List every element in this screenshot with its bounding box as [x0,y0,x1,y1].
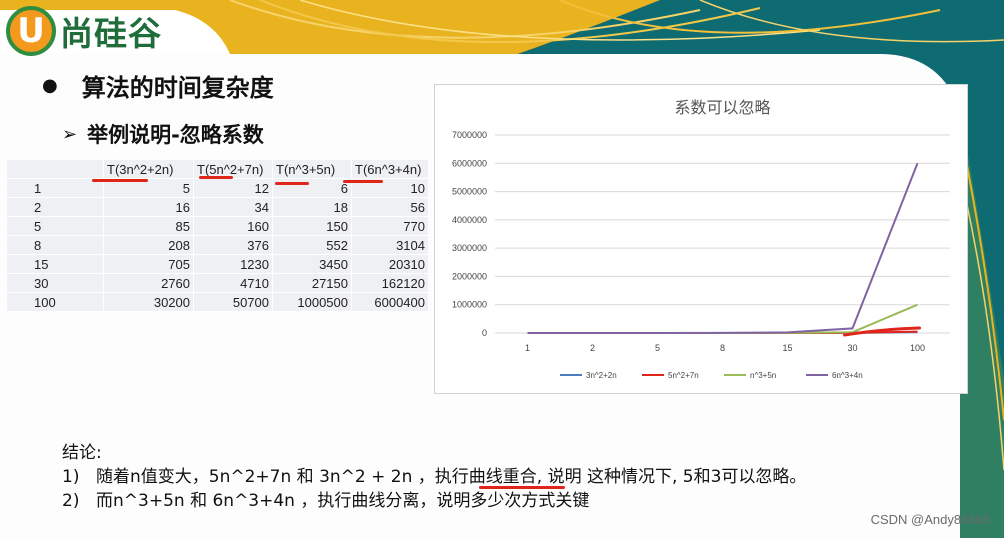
conclusion-item: 2) 而n^3+5n 和 6n^3+4n ，执行曲线分离，说明多少次方式关键 [62,489,806,513]
red-underline-mark [92,179,148,182]
table-cell: 705 [103,254,194,274]
table-cell: 5 [103,178,194,198]
table-cell: 12 [193,178,273,198]
brand-logo: U 尚硅谷 [6,2,162,60]
table-cell: 18 [272,197,352,217]
logo-u-icon: U [6,6,56,56]
series-line [527,162,919,334]
y-tick-label: 7000000 [452,130,487,140]
y-tick-label: 6000000 [452,158,487,168]
y-tick-label: 0 [482,328,487,338]
arrow-bullet-icon: ➢ [62,123,78,145]
table-cell: 1230 [193,254,273,274]
table-header-row: T(3n^2+2n) T(5n^2+7n) T(n^3+5n) T(6n^3+4… [6,159,429,179]
series-line [527,303,918,334]
conclusion-text: 随着n值变大，5n^2+7n 和 3n^2 + 2n ，执行曲线重合, 说明 这… [96,467,807,487]
table-cell: 27150 [272,273,352,293]
x-tick-label: 8 [720,343,725,353]
table-cell: 20310 [351,254,429,274]
table-cell: 3104 [351,235,429,255]
table-cell: 3450 [272,254,352,274]
conclusion-title: 结论: [62,443,102,463]
table-cell: 1000500 [272,292,352,312]
table-cell: 50700 [193,292,273,312]
table-header-cell: T(6n^3+4n) [351,159,429,179]
bullet-icon: ● [42,75,58,96]
table-cell: 162120 [351,273,429,293]
table-cell: 16 [103,197,194,217]
table-cell: 4710 [193,273,273,293]
red-underline-mark [343,180,383,183]
table-cell-n: 30 [6,273,104,293]
legend-label: n^3+5n [750,371,776,380]
y-tick-label: 5000000 [452,187,487,197]
subheading-text: 举例说明-忽略系数 [87,123,264,147]
slide-heading: ● 算法的时间复杂度 [42,68,274,103]
table-cell: 34 [193,197,273,217]
table-cell: 150 [272,216,352,236]
x-tick-label: 100 [910,343,925,353]
red-underline-mark [199,176,233,179]
table-header-cell: T(n^3+5n) [272,159,352,179]
table-header-cell: T(5n^2+7n) [193,159,273,179]
red-underline-mark [275,182,309,185]
table-row: 30 2760 4710 27150 162120 [6,273,429,293]
table-cell-n: 100 [6,292,104,312]
table-row: 5 85 160 150 770 [6,216,429,236]
slide-subheading: ➢ 举例说明-忽略系数 [62,119,264,149]
conclusion: 结论: 1) 随着n值变大，5n^2+7n 和 3n^2 + 2n ，执行曲线重合… [62,441,806,513]
legend-label: 3n^2+2n [586,371,617,380]
table-cell-n: 1 [6,178,104,198]
table-row: 2 16 34 18 56 [6,197,429,217]
table-cell: 2760 [103,273,194,293]
conclusion-index: 1) [62,467,80,487]
logo-text: 尚硅谷 [60,14,162,53]
y-tick-label: 2000000 [452,271,487,281]
table-cell-n: 8 [6,235,104,255]
table-row: 100 30200 50700 1000500 6000400 [6,292,429,312]
x-tick-label: 1 [525,343,530,353]
heading-text: 算法的时间复杂度 [81,74,274,102]
table-cell: 160 [193,216,273,236]
x-tick-label: 15 [782,343,792,353]
table-cell-n: 5 [6,216,104,236]
x-tick-label: 2 [590,343,595,353]
x-tick-label: 30 [847,343,857,353]
table-row: 15 705 1230 3450 20310 [6,254,429,274]
conclusion-text: 而n^3+5n 和 6n^3+4n ，执行曲线分离，说明多少次方式关键 [96,491,590,511]
chart-title: 系数可以忽略 [674,99,770,117]
table-cell-n: 15 [6,254,104,274]
table-cell: 85 [103,216,194,236]
red-underline-mark [479,486,565,489]
y-tick-label: 4000000 [452,215,487,225]
y-tick-label: 3000000 [452,243,487,253]
table-header-cell [6,159,104,179]
table-cell: 6000400 [351,292,429,312]
legend-label: 6n^3+4n [832,371,863,380]
table-header-cell: T(3n^2+2n) [103,159,194,179]
table-cell: 208 [103,235,194,255]
table-cell: 376 [193,235,273,255]
table-cell-n: 2 [6,197,104,217]
red-annotation-mark [843,326,921,337]
line-chart: 系数可以忽略 0 1000000 2000000 3000000 4000000 50000… [452,99,950,380]
table-cell: 552 [272,235,352,255]
chart-panel: 系数可以忽略 0 1000000 2000000 3000000 4000000 50000… [434,84,968,394]
conclusion-item: 1) 随着n值变大，5n^2+7n 和 3n^2 + 2n ，执行曲线重合, 说明… [62,465,806,489]
table-cell: 56 [351,197,429,217]
data-table: T(3n^2+2n) T(5n^2+7n) T(n^3+5n) T(6n^3+4… [6,159,429,312]
legend-label: 5n^2+7n [668,371,699,380]
conclusion-index: 2) [62,491,80,511]
watermark: CSDN @Andy86666 [870,512,990,527]
table-row: 8 208 376 552 3104 [6,235,429,255]
table-cell: 30200 [103,292,194,312]
y-tick-label: 1000000 [452,300,487,310]
x-tick-label: 5 [655,343,660,353]
table-cell: 770 [351,216,429,236]
